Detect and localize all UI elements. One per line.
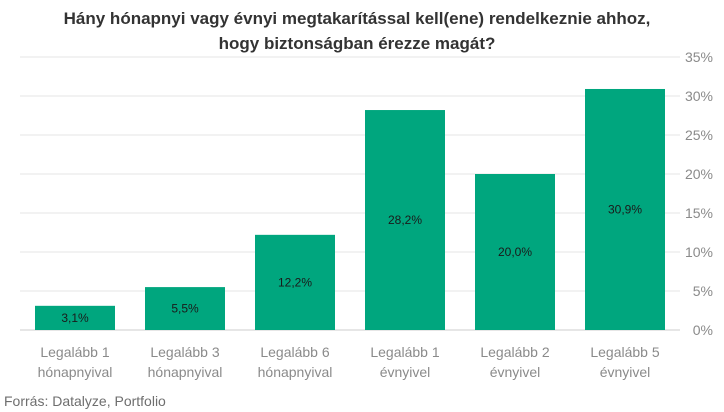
- x-category-label: hónapnyival: [38, 364, 113, 380]
- x-category-label: Legalább 5: [590, 344, 660, 360]
- x-category-label: Legalább 1: [40, 344, 110, 360]
- y-tick-label: 20%: [685, 166, 713, 182]
- x-category-label: hónapnyival: [148, 364, 223, 380]
- y-tick-label: 5%: [693, 283, 713, 299]
- x-category-label: évnyivel: [600, 364, 651, 380]
- x-category-label: Legalább 3: [150, 344, 220, 360]
- bar: [145, 287, 225, 330]
- x-category-label: évnyivel: [380, 364, 431, 380]
- bar-data-label: 30,9%: [608, 202, 642, 216]
- bar-data-label: 3,1%: [61, 311, 89, 325]
- y-tick-label: 0%: [693, 322, 713, 338]
- chart-title: Hány hónapnyi vagy évnyi megtakarítással…: [64, 9, 651, 53]
- x-category-label: évnyivel: [490, 364, 541, 380]
- gridlines: [20, 56, 680, 331]
- source-note: Forrás: Datalyze, Portfolio: [4, 393, 166, 409]
- y-tick-label: 25%: [685, 127, 713, 143]
- bar: [585, 88, 665, 330]
- x-category-label: hónapnyival: [258, 364, 333, 380]
- bar-data-label: 20,0%: [498, 245, 532, 259]
- bar-data-label: 28,2%: [388, 213, 422, 227]
- bars: 3,1% 5,5% 12,2% 28,2% 20,0% 30,9%: [35, 88, 665, 330]
- x-axis-category-labels: Legalább 1 hónapnyival Legalább 3 hónapnyiv…: [38, 344, 660, 380]
- y-tick-label: 15%: [685, 205, 713, 221]
- bar: [475, 174, 555, 330]
- bar-data-label: 12,2%: [278, 275, 312, 289]
- bar-data-label: 5,5%: [171, 302, 199, 316]
- chart-title-line-2: hogy biztonságban érezze magát?: [219, 34, 496, 53]
- bar: [35, 305, 115, 330]
- y-axis-tick-labels: 0% 5% 10% 15% 20% 25% 30% 35%: [685, 49, 713, 338]
- x-category-label: Legalább 2: [480, 344, 550, 360]
- y-tick-label: 35%: [685, 49, 713, 65]
- x-category-label: Legalább 6: [260, 344, 330, 360]
- y-tick-label: 10%: [685, 244, 713, 260]
- x-category-label: Legalább 1: [370, 344, 440, 360]
- chart-title-line-1: Hány hónapnyi vagy évnyi megtakarítással…: [64, 9, 651, 28]
- y-tick-label: 30%: [685, 88, 713, 104]
- bar: [365, 110, 445, 330]
- bar: [255, 234, 335, 330]
